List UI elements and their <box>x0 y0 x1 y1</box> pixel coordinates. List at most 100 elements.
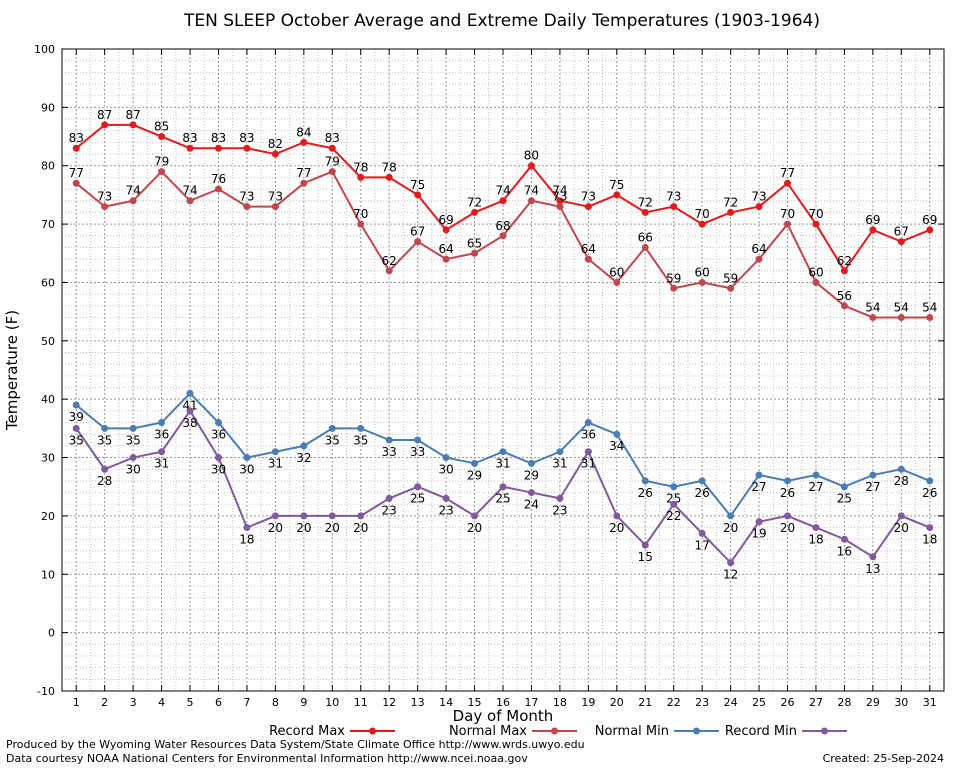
data-label: 31 <box>495 457 510 471</box>
x-tick-label: 8 <box>272 696 279 709</box>
legend-label: Normal Max <box>449 724 527 739</box>
x-axis-label: Day of Month <box>453 707 554 725</box>
data-point <box>328 144 336 152</box>
data-point <box>101 121 109 129</box>
data-point <box>442 454 450 462</box>
legend-label: Record Min <box>725 724 797 739</box>
data-point <box>471 249 479 257</box>
data-point <box>755 255 763 263</box>
data-label: 77 <box>296 166 311 180</box>
data-point <box>243 144 251 152</box>
grid-lines <box>62 49 944 691</box>
data-label: 29 <box>467 468 482 482</box>
x-tick-label: 7 <box>243 696 250 709</box>
data-point <box>812 524 820 532</box>
data-label: 69 <box>438 213 453 227</box>
data-point <box>527 162 535 170</box>
data-point <box>357 173 365 181</box>
data-point <box>357 220 365 228</box>
data-label: 76 <box>211 172 226 186</box>
y-tick-label: 30 <box>41 452 55 465</box>
data-point <box>527 489 535 497</box>
data-label: 33 <box>382 445 397 459</box>
data-point <box>869 553 877 561</box>
data-point <box>101 465 109 473</box>
data-label: 31 <box>268 457 283 471</box>
data-label: 68 <box>495 219 510 233</box>
data-point <box>613 430 621 438</box>
data-point <box>641 208 649 216</box>
data-point <box>129 197 137 205</box>
data-point <box>584 419 592 427</box>
data-point <box>698 278 706 286</box>
data-label: 62 <box>837 254 852 268</box>
data-point <box>385 267 393 275</box>
data-label: 72 <box>467 195 482 209</box>
data-label: 29 <box>524 468 539 482</box>
data-point <box>869 226 877 234</box>
data-point <box>186 144 194 152</box>
data-point <box>72 424 80 432</box>
data-point <box>271 203 279 211</box>
x-tick-label: 3 <box>130 696 137 709</box>
data-label: 84 <box>296 125 311 139</box>
data-label: 83 <box>69 131 84 145</box>
data-point <box>556 448 564 456</box>
data-label: 83 <box>211 131 226 145</box>
data-label: 26 <box>780 486 795 500</box>
data-point <box>158 448 166 456</box>
data-point <box>414 238 422 246</box>
x-tick-label: 17 <box>524 696 538 709</box>
data-point <box>926 524 934 532</box>
data-point <box>271 150 279 158</box>
data-label: 19 <box>751 527 766 541</box>
data-label: 35 <box>353 433 368 447</box>
data-point <box>72 179 80 187</box>
data-label: 72 <box>638 195 653 209</box>
data-label: 34 <box>609 439 624 453</box>
data-label: 73 <box>97 190 112 204</box>
data-label: 20 <box>268 521 283 535</box>
data-point <box>784 512 792 520</box>
data-point <box>670 500 678 508</box>
data-point <box>897 465 905 473</box>
data-label: 35 <box>125 433 140 447</box>
data-point <box>243 203 251 211</box>
data-point <box>641 243 649 251</box>
data-point <box>840 535 848 543</box>
data-label: 30 <box>438 463 453 477</box>
data-label: 60 <box>609 265 624 279</box>
data-label: 23 <box>382 503 397 517</box>
footer-created-date: Created: 25-Sep-2024 <box>823 752 944 765</box>
legend-marker <box>551 727 558 735</box>
data-label: 18 <box>922 533 937 547</box>
data-label: 18 <box>239 533 254 547</box>
data-point <box>129 424 137 432</box>
data-label: 64 <box>438 242 453 256</box>
data-label: 39 <box>69 410 84 424</box>
x-tick-label: 18 <box>553 696 567 709</box>
data-point <box>328 424 336 432</box>
data-label: 69 <box>922 213 937 227</box>
footer-data-courtesy: Data courtesy NOAA National Centers for … <box>6 752 528 765</box>
data-point <box>72 144 80 152</box>
data-point <box>784 477 792 485</box>
data-point <box>414 191 422 199</box>
data-label: 31 <box>581 457 596 471</box>
data-label: 67 <box>894 225 909 239</box>
legend-label: Normal Min <box>595 724 669 739</box>
data-point <box>471 459 479 467</box>
data-label: 27 <box>808 480 823 494</box>
x-tick-label: 6 <box>215 696 222 709</box>
data-label: 27 <box>751 480 766 494</box>
x-tick-label: 12 <box>382 696 396 709</box>
y-axis-ticks: -10 0 10 20 30 40 50 60 70 80 90 100 <box>34 43 944 698</box>
legend-marker <box>693 727 700 735</box>
data-label: 31 <box>552 457 567 471</box>
data-label: 78 <box>353 160 368 174</box>
y-tick-label: 90 <box>41 101 55 114</box>
data-point <box>698 477 706 485</box>
data-point <box>101 424 109 432</box>
